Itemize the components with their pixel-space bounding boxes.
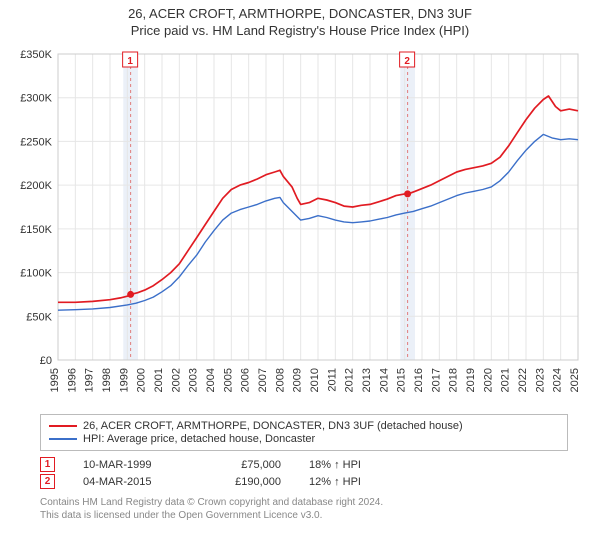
- legend-swatch-property: [49, 425, 77, 427]
- marker-table: 1 10-MAR-1999 £75,000 18% ↑ HPI 2 04-MAR…: [40, 457, 560, 489]
- marker-row-2: 2 04-MAR-2015 £190,000 12% ↑ HPI: [40, 474, 560, 489]
- footer-line-2: This data is licensed under the Open Gov…: [40, 510, 560, 523]
- svg-text:2013: 2013: [361, 368, 373, 392]
- svg-text:2021: 2021: [500, 368, 512, 392]
- svg-text:£300K: £300K: [20, 93, 52, 105]
- svg-text:2006: 2006: [240, 368, 252, 392]
- chart: £0 £50K £100K £150K £200K £250K £300K £350K 1995…: [0, 40, 600, 410]
- svg-text:1: 1: [127, 56, 133, 67]
- figure-container: 26, ACER CROFT, ARMTHORPE, DONCASTER, DN…: [0, 0, 600, 522]
- svg-text:2018: 2018: [448, 368, 460, 392]
- legend: 26, ACER CROFT, ARMTHORPE, DONCASTER, DN…: [40, 414, 568, 451]
- svg-text:2023: 2023: [534, 368, 546, 392]
- svg-text:£250K: £250K: [20, 136, 52, 148]
- marker-pct-1: 18% ↑ HPI: [309, 459, 399, 471]
- svg-text:2: 2: [404, 56, 410, 67]
- marker-badge-2: 2: [40, 474, 55, 489]
- marker-date-2: 04-MAR-2015: [83, 476, 183, 488]
- svg-text:1997: 1997: [84, 368, 96, 392]
- svg-text:2005: 2005: [222, 368, 234, 392]
- svg-text:1996: 1996: [66, 368, 78, 392]
- svg-text:2025: 2025: [569, 368, 581, 392]
- svg-text:2020: 2020: [482, 368, 494, 392]
- svg-text:2010: 2010: [309, 368, 321, 392]
- svg-text:2003: 2003: [188, 368, 200, 392]
- marker-pct-2: 12% ↑ HPI: [309, 476, 399, 488]
- footer: Contains HM Land Registry data © Crown c…: [40, 497, 560, 522]
- marker-price-1: £75,000: [211, 459, 281, 471]
- legend-label-hpi: HPI: Average price, detached house, Donc…: [83, 433, 315, 445]
- svg-text:£200K: £200K: [20, 180, 52, 192]
- svg-text:2007: 2007: [257, 368, 269, 392]
- svg-text:2017: 2017: [430, 368, 442, 392]
- svg-text:2019: 2019: [465, 368, 477, 392]
- svg-text:2009: 2009: [292, 368, 304, 392]
- footer-line-1: Contains HM Land Registry data © Crown c…: [40, 497, 560, 510]
- svg-text:2022: 2022: [517, 368, 529, 392]
- svg-text:2002: 2002: [170, 368, 182, 392]
- svg-text:2008: 2008: [274, 368, 286, 392]
- svg-text:1995: 1995: [49, 368, 61, 392]
- title-line-2: Price paid vs. HM Land Registry's House …: [8, 23, 592, 38]
- legend-row-hpi: HPI: Average price, detached house, Donc…: [49, 433, 559, 445]
- svg-text:£50K: £50K: [26, 311, 52, 323]
- legend-label-property: 26, ACER CROFT, ARMTHORPE, DONCASTER, DN…: [83, 420, 463, 432]
- marker-row-1: 1 10-MAR-1999 £75,000 18% ↑ HPI: [40, 457, 560, 472]
- title-line-1: 26, ACER CROFT, ARMTHORPE, DONCASTER, DN…: [8, 6, 592, 21]
- svg-text:2014: 2014: [378, 368, 390, 392]
- marker-price-2: £190,000: [211, 476, 281, 488]
- chart-svg: £0 £50K £100K £150K £200K £250K £300K £350K 1995…: [0, 40, 600, 410]
- svg-text:2015: 2015: [396, 368, 408, 392]
- legend-swatch-hpi: [49, 438, 77, 440]
- svg-text:2001: 2001: [153, 368, 165, 392]
- marker-date-1: 10-MAR-1999: [83, 459, 183, 471]
- svg-text:£150K: £150K: [20, 224, 52, 236]
- svg-text:£0: £0: [40, 355, 52, 367]
- svg-text:£100K: £100K: [20, 268, 52, 280]
- svg-text:2011: 2011: [326, 368, 338, 392]
- svg-text:2004: 2004: [205, 368, 217, 392]
- svg-text:2016: 2016: [413, 368, 425, 392]
- svg-text:£350K: £350K: [20, 49, 52, 61]
- svg-text:2000: 2000: [136, 368, 148, 392]
- legend-row-property: 26, ACER CROFT, ARMTHORPE, DONCASTER, DN…: [49, 420, 559, 432]
- svg-text:1999: 1999: [118, 368, 130, 392]
- marker-badge-1: 1: [40, 457, 55, 472]
- svg-text:2012: 2012: [344, 368, 356, 392]
- titles: 26, ACER CROFT, ARMTHORPE, DONCASTER, DN…: [0, 0, 600, 40]
- svg-text:1998: 1998: [101, 368, 113, 392]
- svg-text:2024: 2024: [552, 368, 564, 392]
